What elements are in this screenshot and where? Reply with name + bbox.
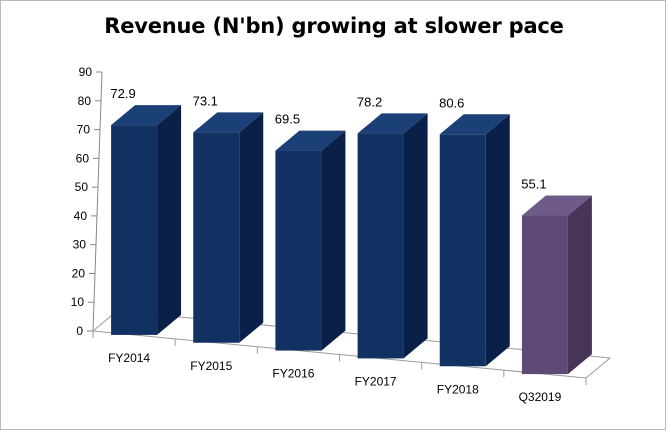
bar-side-face: [567, 195, 592, 375]
bar-top-face: [111, 105, 182, 126]
y-axis-tick-label: 40: [74, 209, 88, 223]
x-axis-label-fy2015: FY2015: [190, 359, 232, 373]
y-axis-tick-label: 70: [77, 123, 91, 137]
bar-top-face: [439, 114, 510, 135]
bar-top-face: [275, 130, 346, 151]
y-axis-tick-label: 60: [76, 151, 90, 165]
bar-q32019: [521, 195, 592, 375]
bar-value-label: 78.2: [357, 94, 382, 109]
bar-front-face: [193, 132, 240, 343]
bar-side-face: [157, 105, 182, 335]
bar-value-label: 72.9: [110, 86, 135, 101]
y-axis: 0 10 20 30 40 50 60 70 80 90: [71, 65, 103, 338]
y-axis-tick-label: 30: [73, 238, 87, 252]
bar-side-face: [403, 113, 428, 359]
bar-value-label: 55.1: [521, 177, 546, 192]
bar-side-face: [485, 114, 510, 367]
y-axis-tick-label: 20: [72, 266, 86, 280]
y-axis-tick-label: 90: [79, 65, 93, 79]
bar-front-face: [357, 133, 404, 359]
bar-side-face: [321, 130, 346, 351]
x-axis-label-q32019: Q32019: [519, 390, 562, 404]
x-axis-label-fy2016: FY2016: [272, 367, 314, 381]
y-axis-tick-label: 50: [75, 180, 89, 194]
y-axis-line: [92, 71, 103, 332]
bar-top-face: [193, 112, 264, 133]
bar-fy2017: [357, 113, 428, 359]
bar-front-face: [111, 125, 158, 335]
bar-fy2015: [193, 112, 264, 343]
chart-title: Revenue (N'bn) growing at slower pace: [104, 14, 564, 38]
bar-front-face: [521, 215, 568, 375]
chart-floor: [91, 310, 612, 385]
y-axis-tick-label: 80: [78, 94, 92, 108]
y-axis-tick-label: 0: [76, 324, 83, 338]
bar-top-face: [521, 195, 592, 216]
bar-side-face: [239, 112, 264, 343]
bar-value-label: 69.5: [275, 112, 300, 127]
x-axis-category-labels: FY2014 FY2015 FY2016 FY2017 FY2018 Q32019: [108, 351, 562, 404]
bar-fy2014: [111, 105, 182, 335]
data-value-labels: 72.9 73.1 69.5 78.2 80.6 55.1: [110, 86, 546, 191]
bar-front-face: [275, 150, 322, 351]
bar-front-face: [439, 134, 486, 367]
bar-series: [111, 105, 592, 375]
bar-fy2016: [275, 130, 346, 351]
x-axis-label-fy2017: FY2017: [355, 374, 397, 388]
x-axis-label-fy2014: FY2014: [108, 351, 150, 365]
bar-top-face: [357, 113, 428, 134]
bar-fy2018: [439, 114, 510, 367]
y-axis-tick-label: 10: [71, 295, 85, 309]
x-axis-label-fy2018: FY2018: [437, 382, 479, 396]
bar-value-label: 73.1: [193, 93, 218, 108]
bar-value-label: 80.6: [439, 95, 464, 110]
